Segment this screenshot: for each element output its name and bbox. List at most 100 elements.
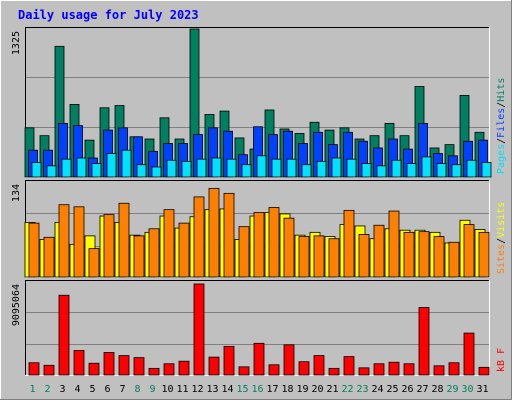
x-tick-label: 10	[161, 384, 173, 395]
bar-sites	[163, 209, 175, 278]
x-tick-label: 12	[191, 384, 203, 395]
bar-sites	[208, 187, 220, 278]
bar-sites	[448, 241, 460, 278]
bar-kb-f	[418, 307, 430, 376]
x-tick-label: 1	[29, 384, 35, 395]
bar-sites	[433, 236, 445, 278]
bar-sites	[268, 207, 280, 278]
legend-entry: Files	[496, 108, 507, 138]
legend-entry: /	[496, 138, 507, 144]
side-legend: Sites/Visits	[496, 202, 507, 274]
x-tick-label: 13	[206, 384, 218, 395]
legend-entry: Visits	[496, 202, 507, 238]
bar-pages	[391, 159, 402, 178]
x-tick-label: 9	[149, 384, 155, 395]
bar-kb-f	[133, 357, 145, 376]
legend-entry: kB	[496, 360, 507, 372]
bar-kb-f	[298, 361, 310, 376]
bar-sites	[88, 248, 100, 278]
bar-kb-f	[463, 332, 475, 376]
bar-sites	[358, 234, 370, 278]
bar-sites	[178, 222, 190, 278]
x-tick-label: 20	[311, 384, 323, 395]
bar-sites	[133, 235, 145, 278]
x-tick-label: 18	[281, 384, 293, 395]
bar-sites	[223, 192, 235, 278]
legend-entry: Hits	[496, 78, 507, 102]
x-tick-label: 11	[176, 384, 188, 395]
bar-sites	[478, 231, 490, 278]
bar-kb-f	[253, 342, 265, 376]
bar-sites	[28, 222, 40, 278]
bar-sites	[193, 196, 205, 278]
bar-kb-f	[343, 356, 355, 376]
bar-kb-f	[193, 283, 205, 376]
bar-kb-f	[208, 356, 220, 376]
bar-sites	[118, 202, 130, 278]
bar-sites	[283, 217, 295, 278]
bar-pages	[241, 164, 252, 178]
bar-kb-f	[403, 363, 415, 376]
bar-pages	[271, 158, 282, 178]
x-tick-label: 22	[341, 384, 353, 395]
bar-pages	[316, 160, 327, 178]
bar-pages	[91, 163, 102, 178]
x-tick-label: 14	[221, 384, 233, 395]
bar-pages	[106, 153, 117, 178]
y-max-label: 9095064	[11, 284, 22, 326]
x-tick-label: 23	[356, 384, 368, 395]
bar-pages	[286, 158, 297, 178]
bar-kb-f	[283, 344, 295, 376]
bar-sites	[73, 206, 85, 278]
bar-pages	[331, 157, 342, 178]
x-tick-label: 26	[401, 384, 413, 395]
side-legend: kB F	[496, 348, 507, 372]
bar-sites	[418, 231, 430, 278]
bar-sites	[238, 226, 250, 278]
bar-kb-f	[238, 366, 250, 376]
x-tick-label: 5	[89, 384, 95, 395]
x-tick-label: 30	[461, 384, 473, 395]
bar-pages	[61, 158, 72, 178]
x-tick-label: 17	[266, 384, 278, 395]
bar-pages	[181, 160, 192, 178]
y-max-label: 134	[11, 184, 22, 202]
bar-pages	[421, 156, 432, 178]
legend-entry: Pages	[496, 144, 507, 174]
panel-visits-sites: 134 Sites/Visits	[11, 180, 507, 278]
bar-kb-f	[58, 294, 70, 376]
x-tick-label: 21	[326, 384, 338, 395]
legend-entry: Sites	[496, 244, 507, 274]
bar-kb-f	[478, 366, 490, 376]
legend-entry: /	[496, 102, 507, 108]
bar-sites	[328, 238, 340, 278]
bar-kb-f	[313, 355, 325, 376]
bar-kb-f	[178, 360, 190, 376]
bar-kb-f	[148, 367, 160, 376]
bar-kb-f	[118, 355, 130, 376]
x-tick-label: 2	[44, 384, 50, 395]
chart-panels: 1325Pages/Files/Hits134Sites/Visits90950…	[11, 27, 507, 395]
bar-kb-f	[28, 362, 40, 376]
bar-sites	[463, 224, 475, 278]
x-tick-label: 24	[371, 384, 383, 395]
bar-pages	[121, 149, 132, 178]
bar-kb-f	[103, 352, 115, 376]
bar-pages	[196, 158, 207, 178]
bar-pages	[481, 162, 492, 178]
x-tick-label: 16	[251, 384, 263, 395]
bar-kb-f	[358, 367, 370, 376]
x-tick-label: 8	[134, 384, 140, 395]
x-tick-label: 6	[104, 384, 110, 395]
bar-pages	[451, 164, 462, 178]
bar-pages	[346, 158, 357, 178]
bar-kb-f	[73, 350, 85, 376]
x-tick-label: 19	[296, 384, 308, 395]
bar-kb-f	[268, 364, 280, 376]
bar-pages	[166, 159, 177, 178]
panel-kbytes: 9095064 kB F	[11, 280, 507, 376]
bar-kb-f	[43, 364, 55, 376]
bar-pages	[436, 163, 447, 178]
